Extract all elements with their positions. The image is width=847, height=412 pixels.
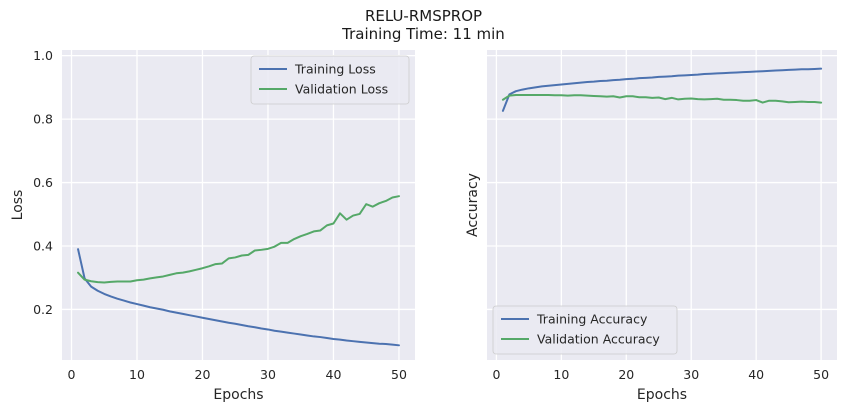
accuracy-x-tick-label: 40 (748, 367, 764, 382)
loss-series-validation-loss (77, 195, 400, 284)
accuracy-series-validation-accuracy (501, 93, 823, 104)
loss-legend-label-validation-loss: Validation Loss (295, 82, 388, 97)
figure-title: RELU-RMSPROP (364, 7, 483, 25)
loss-x-axis-label: Epochs (213, 387, 263, 403)
loss-x-tick-label: 10 (129, 367, 145, 382)
loss-x-tick-label: 20 (195, 367, 211, 382)
loss-legend-label-training-loss: Training Loss (294, 62, 376, 77)
accuracy-x-axis-label: Epochs (637, 387, 687, 403)
loss-legend: Training Loss Validation Loss (250, 55, 410, 105)
loss-x-tick-label: 30 (260, 367, 276, 382)
accuracy-y-axis-label: Accuracy (465, 173, 481, 237)
loss-y-tick-label: 0.4 (33, 239, 53, 254)
accuracy-x-tick-label: 10 (553, 367, 569, 382)
loss-x-tick-label: 0 (68, 367, 76, 382)
loss-y-tick-label: 0.6 (33, 175, 53, 190)
accuracy-chart: 0 10 20 30 40 50 Epochs Accuracy Training Accura… (465, 50, 837, 403)
accuracy-x-tick-label: 50 (813, 367, 829, 382)
accuracy-series-training-accuracy (501, 67, 823, 112)
loss-series-training-loss (77, 248, 400, 347)
loss-y-tick-label: 0.2 (33, 302, 53, 317)
accuracy-x-tick-label: 20 (618, 367, 634, 382)
accuracy-legend: Training Accuracy Validation Accuracy (492, 305, 678, 355)
loss-y-axis-label: Loss (10, 190, 26, 221)
loss-legend-box (250, 55, 410, 105)
accuracy-legend-box (492, 305, 678, 355)
loss-x-tick-label: 40 (326, 367, 342, 382)
loss-y-tick-label: 0.8 (33, 112, 53, 127)
accuracy-x-tick-label: 30 (683, 367, 699, 382)
loss-x-tick-label: 50 (391, 367, 407, 382)
accuracy-legend-label-validation-accuracy: Validation Accuracy (537, 332, 660, 347)
accuracy-legend-label-training-accuracy: Training Accuracy (536, 312, 648, 327)
accuracy-x-tick-label: 0 (492, 367, 500, 382)
loss-y-tick-label: 1.0 (33, 48, 53, 63)
loss-chart: 0 10 20 30 40 50 0.2 0.4 0.6 0.8 1.0 Epochs Loss Trai… (10, 48, 415, 403)
figure-subtitle: Training Time: 11 min (342, 25, 505, 43)
